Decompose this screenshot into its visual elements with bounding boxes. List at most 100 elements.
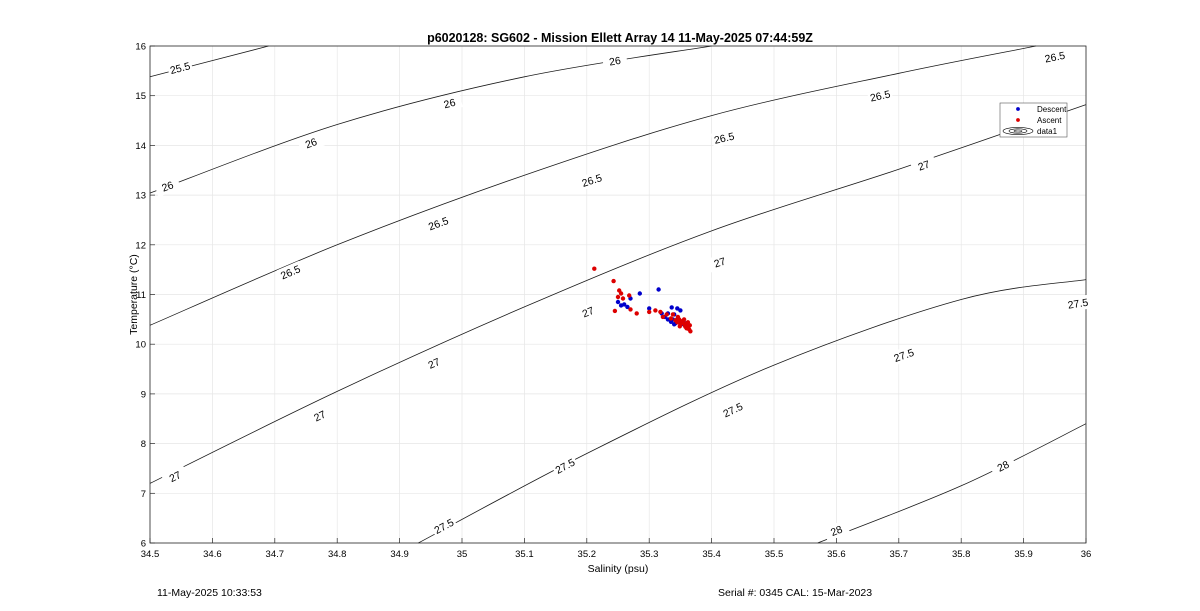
ascent-point [670,312,676,317]
legend-box [999,102,1068,138]
density-contour-25-5 [149,45,269,78]
chart-title: p6020128: SG602 - Mission Ellett Array 1… [427,31,813,45]
ascent-point [668,316,674,321]
x-axis-label: Salinity (psu) [588,563,649,575]
contour-label: 26 [436,93,463,113]
x-tick-label: 35 [457,549,468,560]
density-contour-26-5 [149,45,1037,326]
ascent-point [620,296,626,301]
contour-label-background [989,454,1017,478]
grid [149,45,1087,544]
x-tick-label: 34.7 [266,549,285,560]
ascent-point [612,308,618,314]
ascent-point [611,278,616,284]
x-tick-label: 35.4 [702,549,721,560]
ascent-point [681,317,687,322]
contour-label-background [710,128,738,148]
contour-label-background [436,93,463,113]
descent-point [637,291,642,296]
density-contour-26 [149,45,712,194]
ascent-point [685,320,691,325]
contour-label: 25.5 [166,58,194,78]
y-tick-label: 11 [136,290,146,301]
y-tick-label: 8 [141,439,146,450]
descent-point [647,306,652,311]
ascent-point [660,314,666,320]
x-tick-label: 35.8 [952,549,971,560]
contour-label-text: 25.5 [169,60,192,77]
density-contour-27-5 [418,279,1087,544]
contour-label: 26 [601,52,628,70]
descent-point [669,305,674,310]
x-tick-label: 35.5 [765,549,784,560]
ascent-point [677,324,682,329]
contour-label: 27.5 [1064,294,1091,313]
contour-label-text: 26.5 [580,172,603,190]
contour-label-background [430,514,458,538]
ascent-point [592,266,597,271]
contour-label-background [297,132,325,154]
descent-point [622,302,627,307]
y-tick-label: 13 [135,191,146,202]
descent-point [678,308,683,313]
contour-label-text: 27 [713,255,728,270]
contour-label: 27 [420,351,448,375]
legend-descent-label: Descent [1037,105,1067,114]
contour-label-background [166,58,194,78]
contour-label-text: 27.5 [1067,297,1089,312]
x-tick-label: 35.2 [578,549,597,560]
legend-descent-marker [1016,107,1020,111]
ascent-point [675,314,681,320]
contour-label-text: 28 [829,524,844,540]
contour-label: 26.5 [710,128,738,148]
descent-point [625,304,630,310]
footer-serial: Serial #: 0345 CAL: 15-Mar-2023 [718,587,873,599]
contour-label-background [153,175,182,197]
ascent-point [647,309,652,315]
contour-label-text: 26 [443,97,457,112]
contour-label-text: 26 [304,136,319,151]
contour-label: 27 [574,300,602,323]
contour-label-text: 26.5 [713,131,736,147]
y-tick-label: 16 [135,42,146,53]
contour-label-text: 28 [995,459,1011,475]
contour-label: 26 [297,132,325,154]
ascent-point [658,309,663,315]
y-tick-label: 7 [141,489,146,500]
ascent-point [664,312,669,317]
contour-label-text: 27 [312,408,328,424]
contour-label-background [910,154,938,176]
contour-label: 26.5 [1041,47,1068,67]
ascent-point [627,293,632,298]
contour-label-background [161,464,189,488]
density-contour-28 [817,423,1087,544]
contour-label-text: 26.5 [869,88,892,104]
contour-label-text: 27 [917,158,932,173]
y-tick-label: 14 [135,141,146,152]
ascent-point [688,329,693,334]
ascent-series [592,266,693,334]
y-tick-label: 6 [141,539,146,550]
x-tick-label: 35.3 [640,549,659,560]
descent-point [615,299,621,305]
contour-label: 26.5 [866,86,894,106]
contour-label: 27 [161,464,189,488]
contour-label-text: 26.5 [1044,50,1067,66]
x-tick-label: 34.5 [141,549,160,560]
legend-ascent-label: Ascent [1037,116,1062,125]
contour-label-text: 27 [167,469,183,485]
x-tick-label: 35.1 [515,549,534,560]
legend-contour-icon [1002,127,1034,135]
contour-label-background [305,404,334,428]
contour-label: 27 [706,251,734,273]
contour-label-background [822,519,851,542]
x-tick-label: 34.6 [203,549,222,560]
contour-label-text: 26 [608,55,622,69]
contour-label-background [706,251,734,273]
contour-label-background [890,344,918,366]
contour-label-background [551,454,579,478]
contour-label-background [578,169,606,191]
x-tick-label: 36 [1081,549,1092,560]
